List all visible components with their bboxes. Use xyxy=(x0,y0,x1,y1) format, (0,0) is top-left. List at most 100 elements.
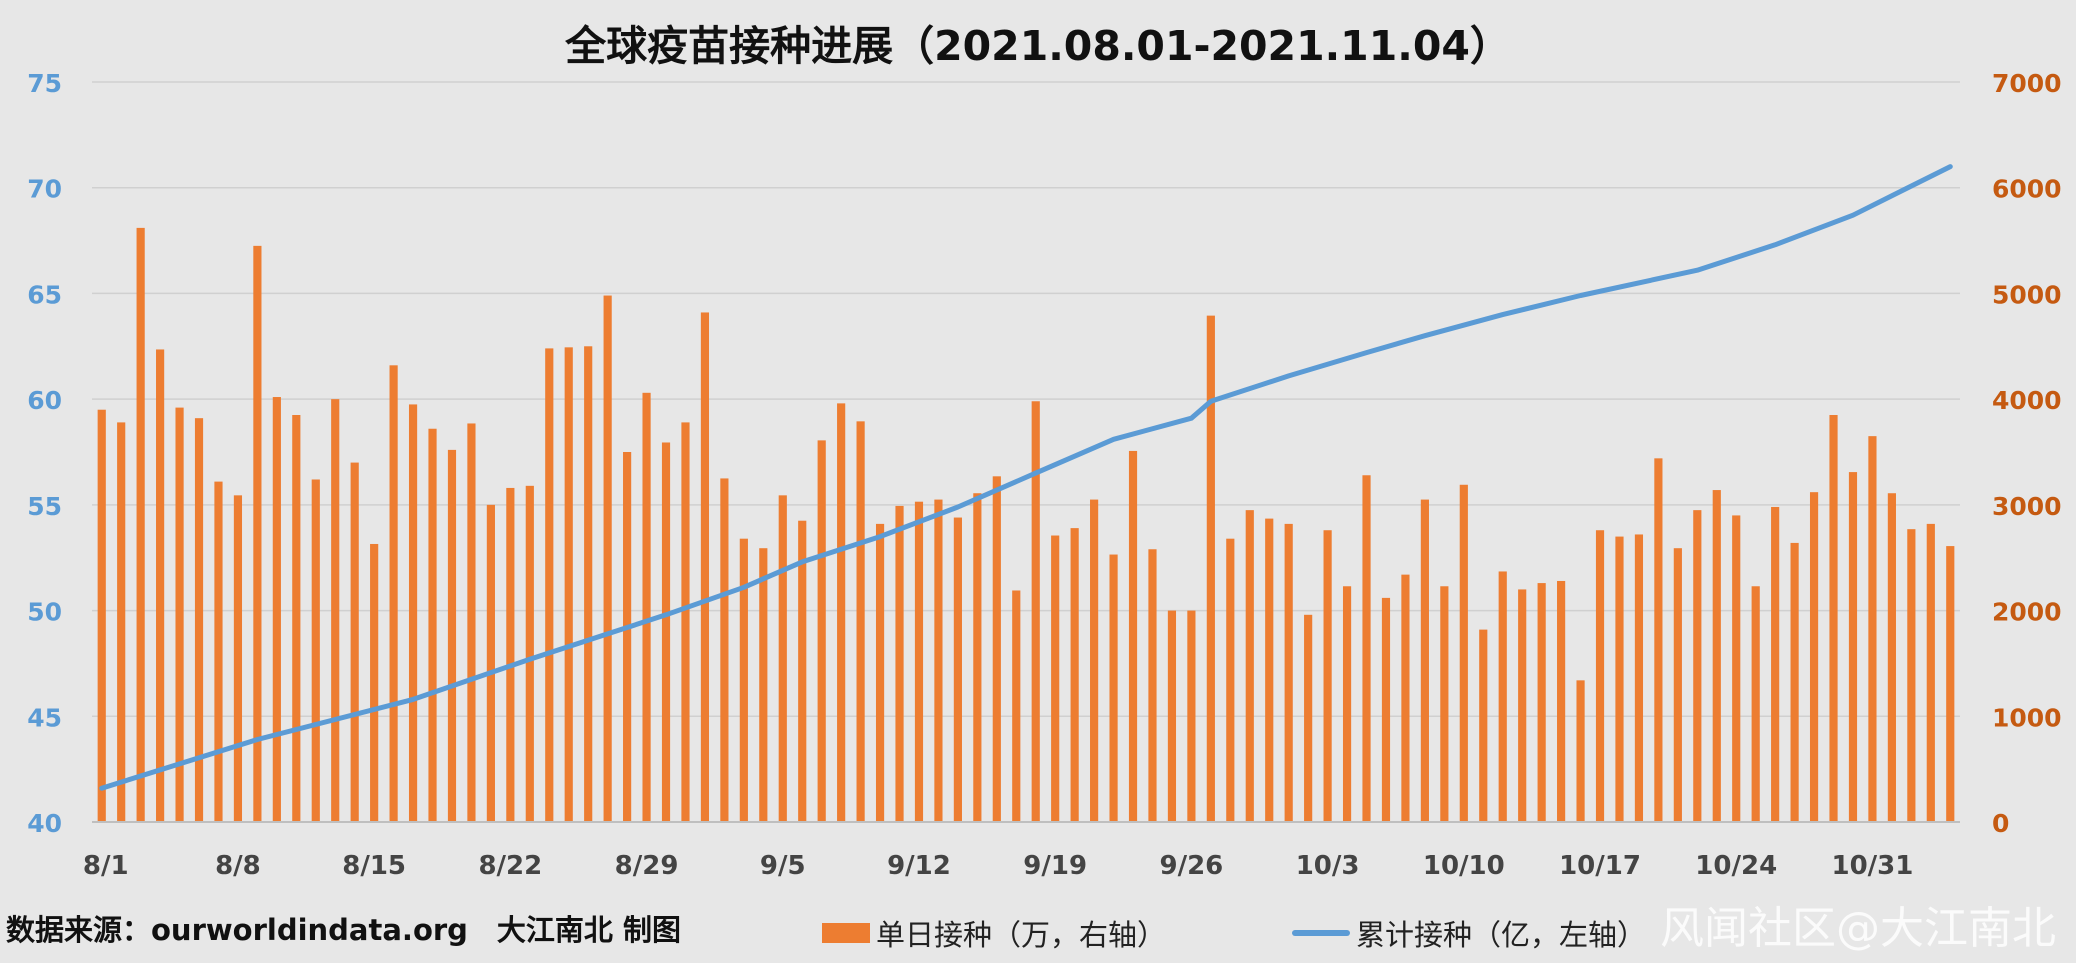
bar xyxy=(1167,610,1177,822)
bar xyxy=(642,392,651,822)
x-axis-tick-label: 8/22 xyxy=(478,851,542,881)
bar xyxy=(214,481,223,822)
bar xyxy=(1479,629,1488,822)
x-axis-tick-label: 8/8 xyxy=(215,851,261,881)
left-axis-tick-label: 75 xyxy=(27,69,62,98)
bar xyxy=(1673,548,1682,822)
bar xyxy=(467,423,476,822)
bar xyxy=(1401,574,1410,822)
bar xyxy=(1771,506,1780,822)
bar xyxy=(1187,610,1196,822)
left-axis-tick-label: 65 xyxy=(27,280,62,309)
bar xyxy=(1926,523,1935,822)
bar xyxy=(1265,518,1274,822)
bar xyxy=(447,449,457,822)
bar xyxy=(233,495,243,822)
bar xyxy=(1012,590,1021,822)
x-axis-tick-label: 8/15 xyxy=(342,851,406,881)
bar xyxy=(331,399,340,822)
bar xyxy=(1304,614,1313,822)
bar xyxy=(253,245,262,822)
x-axis-tick-label: 9/12 xyxy=(887,851,951,881)
bar xyxy=(1615,536,1624,822)
bar xyxy=(1440,586,1449,822)
bar xyxy=(837,403,846,822)
left-axis-tick-label: 55 xyxy=(27,492,62,521)
bar xyxy=(720,478,729,822)
watermark: 风闻社区@大江南北 xyxy=(1660,903,2056,954)
left-axis-tick-label: 60 xyxy=(27,386,62,415)
bar xyxy=(1090,499,1099,822)
bar xyxy=(408,404,418,822)
bar xyxy=(1226,538,1235,822)
bar xyxy=(1732,515,1741,822)
x-axis-tick-label: 10/3 xyxy=(1296,851,1360,881)
bar xyxy=(973,493,982,822)
bar xyxy=(428,428,437,822)
bar xyxy=(953,517,962,822)
bar xyxy=(1245,510,1254,822)
bar xyxy=(1206,315,1215,822)
bar xyxy=(1868,436,1877,822)
bar xyxy=(1323,530,1332,822)
bar xyxy=(623,452,632,822)
bar xyxy=(1498,571,1507,822)
right-axis-tick-label: 2000 xyxy=(1992,598,2062,627)
right-axis-tick-label: 4000 xyxy=(1992,386,2062,415)
bar xyxy=(1109,554,1118,822)
legend-bar-label: 单日接种（万，右轴） xyxy=(876,918,1167,952)
right-axis-tick-label: 0 xyxy=(1992,809,2009,838)
bar xyxy=(584,346,593,822)
bar xyxy=(1381,597,1391,822)
x-axis-tick-label: 9/19 xyxy=(1023,851,1087,881)
bar xyxy=(1557,580,1566,822)
bar xyxy=(1148,549,1157,822)
bar xyxy=(175,407,184,822)
bar xyxy=(1284,523,1293,822)
bar xyxy=(1790,542,1799,822)
bar xyxy=(1342,586,1352,822)
bar xyxy=(486,504,495,822)
right-axis-tick-label: 6000 xyxy=(1992,175,2062,204)
bar xyxy=(992,476,1001,822)
bar xyxy=(311,479,320,822)
bar xyxy=(1420,499,1429,822)
bar xyxy=(1537,583,1546,822)
bar xyxy=(136,227,145,822)
legend-bar: 单日接种（万，右轴） xyxy=(822,912,1166,954)
cumulative-line xyxy=(99,164,1953,791)
x-axis-tick-label: 8/29 xyxy=(615,851,679,881)
bar xyxy=(117,422,126,822)
bar xyxy=(292,415,301,822)
data-source-note: 数据来源：ourworldindata.org 大江南北 制图 xyxy=(6,913,682,947)
bar xyxy=(1887,493,1896,822)
bar xyxy=(1031,401,1040,822)
bar xyxy=(817,440,826,822)
legend-line-swatch xyxy=(1292,930,1350,936)
bar xyxy=(194,418,204,822)
bar xyxy=(914,501,924,822)
bar xyxy=(389,365,398,822)
bar xyxy=(875,523,885,822)
bar xyxy=(934,499,943,822)
right-axis-tick-label: 1000 xyxy=(1992,703,2062,732)
bar xyxy=(1693,510,1702,822)
bar xyxy=(1518,589,1527,822)
x-axis-tick-label: 10/17 xyxy=(1559,851,1641,881)
bar xyxy=(700,312,710,822)
bar xyxy=(856,421,865,822)
left-axis-tick-label: 40 xyxy=(27,809,62,838)
bar xyxy=(1712,490,1721,822)
legend-line-label: 累计接种（亿，左轴） xyxy=(1356,918,1647,952)
bar xyxy=(681,422,690,822)
left-axis-tick-label: 50 xyxy=(27,598,62,627)
x-axis-tick-label: 8/1 xyxy=(83,851,129,881)
bar xyxy=(1907,529,1916,822)
legend-bar-swatch xyxy=(822,923,870,943)
x-axis-tick-label: 9/26 xyxy=(1160,851,1224,881)
right-axis-tick-label: 3000 xyxy=(1992,492,2062,521)
bar xyxy=(661,442,671,822)
bar xyxy=(272,397,281,822)
right-axis-tick-label: 7000 xyxy=(1992,69,2062,98)
